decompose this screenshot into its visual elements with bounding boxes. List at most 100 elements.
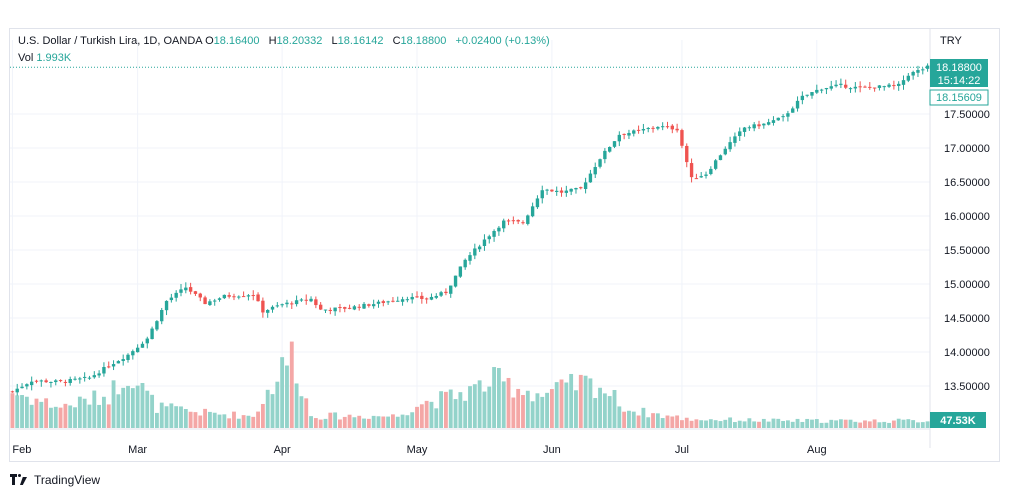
volume-bar: [294, 383, 299, 428]
volume-bar: [309, 416, 313, 428]
volume-bar: [323, 418, 328, 428]
candle-body: [593, 167, 597, 175]
candle-body: [791, 108, 795, 113]
x-tick-label: Mar: [128, 444, 147, 456]
countdown-text: 15:14:22: [938, 75, 981, 87]
candle-body: [97, 373, 101, 376]
candle-body: [776, 117, 780, 121]
candle-body: [603, 150, 607, 160]
candle-body: [482, 239, 487, 246]
volume-bar: [381, 416, 386, 428]
volume-bar: [627, 410, 631, 428]
volume-bar: [718, 421, 723, 428]
volume-bar: [776, 418, 781, 428]
candle-body: [20, 386, 24, 389]
volume-bar: [73, 407, 77, 428]
candle-body: [694, 178, 699, 180]
candle-body: [449, 285, 453, 294]
low-label: L: [331, 35, 338, 47]
candle-body: [598, 159, 602, 167]
volume-bar: [458, 392, 463, 428]
volume-badge-text: 47.53K: [940, 415, 976, 427]
last-price-text: 18.18800: [936, 62, 982, 74]
volume-bar: [212, 412, 217, 428]
volume-bar: [795, 418, 800, 428]
volume-label[interactable]: Vol: [18, 52, 34, 64]
volume-bar: [352, 417, 357, 428]
volume-bar: [810, 419, 814, 428]
candle-body: [87, 377, 92, 379]
candle-body: [179, 289, 183, 293]
y-tick-label: 16.00000: [944, 211, 990, 223]
volume-bar: [747, 418, 752, 428]
volume-bar: [838, 419, 843, 428]
volume-bar: [891, 420, 896, 428]
y-tick-label: 14.00000: [944, 347, 990, 359]
volume-bar: [602, 393, 607, 428]
candle-body: [318, 304, 323, 310]
volume-bar: [222, 414, 227, 428]
volume-bar: [347, 414, 352, 428]
chart-frame: [9, 28, 1000, 462]
volume-bar: [535, 393, 540, 428]
volume-bar: [554, 382, 559, 428]
candle-body: [646, 128, 650, 130]
volume-bar: [670, 416, 675, 428]
candle-body: [487, 236, 491, 240]
candle-body: [155, 321, 159, 330]
volume-bar: [540, 396, 545, 428]
volume-bar: [207, 411, 212, 428]
candle-body: [290, 303, 294, 305]
volume-bar: [487, 386, 492, 428]
candle-body: [627, 132, 631, 136]
volume-bar: [574, 390, 578, 428]
volume-bar: [564, 382, 569, 428]
candle-body: [579, 187, 583, 189]
candle-body: [506, 220, 511, 222]
volume-bar: [752, 421, 757, 428]
volume-bar: [135, 385, 140, 428]
candle-body: [434, 295, 438, 298]
candle-body: [574, 188, 578, 190]
volume-bar: [636, 415, 641, 428]
volume-bar: [713, 420, 718, 428]
candle-body: [424, 298, 429, 300]
volume-bar: [848, 419, 853, 428]
volume-bar: [63, 403, 68, 428]
candle-body: [381, 301, 385, 303]
candle-body: [564, 190, 569, 193]
candle-body: [685, 145, 689, 163]
volume-bar: [87, 404, 92, 428]
axis-labels: 13.50000 14.00000 14.50000 15.00000 15.50000…: [12, 109, 989, 456]
volume-bar: [299, 396, 304, 428]
candle-body: [121, 359, 125, 362]
candle-body: [217, 298, 222, 300]
volume-bar: [313, 418, 318, 428]
candle-body: [892, 85, 896, 87]
candle-body: [169, 297, 174, 301]
volume-bar: [39, 401, 44, 428]
volume-bar: [805, 418, 810, 428]
volume-bar: [227, 418, 232, 428]
volume-bar: [395, 416, 400, 428]
candle-body: [232, 296, 236, 298]
candle-body: [762, 123, 766, 126]
volume-bar: [545, 392, 549, 428]
volume-bars: [10, 341, 930, 428]
candle-body: [752, 124, 756, 129]
volume-bar: [386, 416, 391, 428]
candle-body: [511, 220, 516, 222]
volume-bar: [443, 391, 448, 428]
symbol-title[interactable]: U.S. Dollar / Turkish Lira, 1D, OANDA: [18, 35, 202, 47]
candle-body: [921, 69, 925, 71]
volume-bar: [834, 420, 838, 428]
brand-name[interactable]: TradingView: [34, 473, 101, 487]
candle-body: [203, 297, 207, 305]
volume-bar: [559, 379, 564, 428]
tradingview-logo-icon[interactable]: [10, 474, 28, 486]
candle-body: [906, 75, 911, 81]
volume-bar: [901, 419, 906, 428]
volume-bar: [665, 415, 670, 428]
candle-body: [198, 293, 202, 298]
